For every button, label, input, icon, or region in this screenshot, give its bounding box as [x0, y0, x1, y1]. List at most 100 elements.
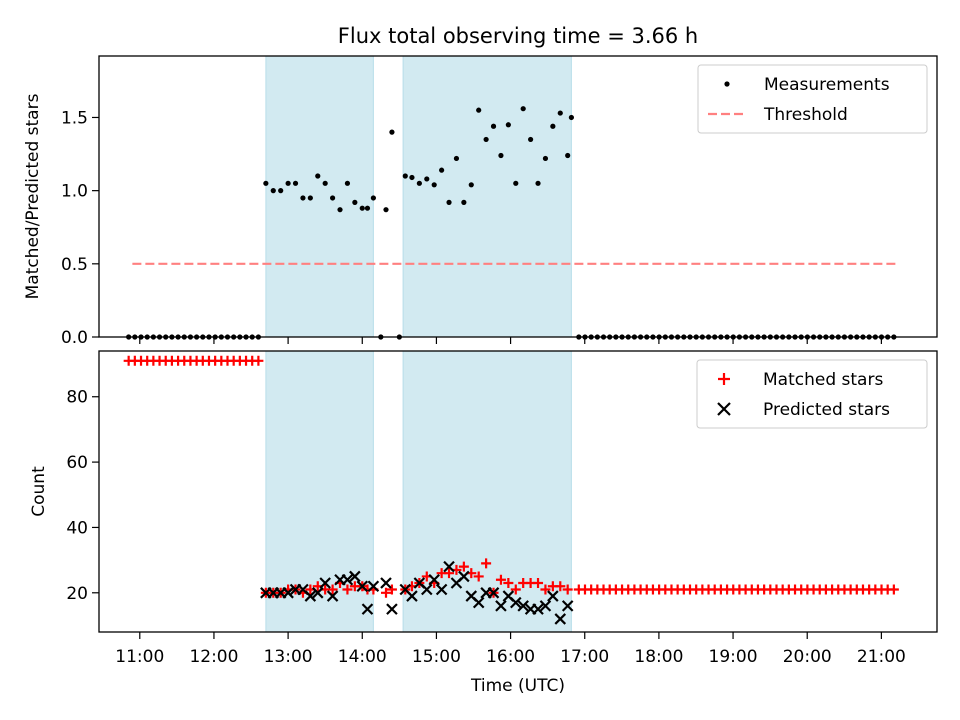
measurement-point [292, 180, 299, 186]
predicted-star-marker [532, 603, 544, 615]
measurement-point [330, 195, 336, 201]
top-axes-frame [98, 55, 938, 338]
legend-predicted-swatch [717, 402, 731, 416]
measurement-point [431, 182, 437, 188]
measurement-point [505, 122, 511, 128]
predicted-star-marker [495, 600, 507, 612]
matched-star-marker [555, 581, 566, 592]
measurement-point [337, 207, 343, 213]
predicted-star-marker [421, 583, 433, 596]
chart-title: Flux total observing time = 3.66 h [338, 24, 698, 48]
bottom-y-tick-label: 20 [66, 584, 88, 604]
predicted-star-marker [341, 573, 354, 586]
x-axis-label: Time (UTC) [470, 676, 565, 696]
predicted-star-marker [443, 560, 455, 573]
measurement-point [568, 114, 574, 121]
x-tick-label: 19:00 [709, 647, 758, 667]
measurement-point [453, 155, 460, 162]
predicted-star-marker [367, 580, 380, 593]
predicted-star-marker [311, 587, 324, 599]
measurement-point [542, 155, 549, 162]
bottom-legend-label: Matched stars [763, 370, 883, 390]
measurement-point [535, 180, 541, 186]
measurement-point [352, 199, 358, 205]
predicted-star-marker [509, 596, 522, 609]
matched-star-marker [510, 584, 521, 595]
x-tick-label: 14:00 [338, 647, 387, 667]
bottom-y-tick-label: 60 [66, 453, 88, 473]
matched-star-marker [473, 571, 484, 582]
measurement-point [476, 107, 482, 113]
measurement-point [402, 173, 408, 179]
top-legend-label: Measurements [764, 75, 890, 95]
top-panel: 0.0 0.5 1.0 1.5 Measurements Threshold [61, 55, 938, 348]
x-tick-label: 16:00 [486, 647, 535, 667]
predicted-star-marker [487, 587, 500, 599]
measurement-point [322, 180, 328, 186]
matched-star-marker [386, 584, 397, 595]
top-shaded-interval [265, 55, 374, 338]
x-tick-label: 15:00 [412, 647, 461, 667]
measurement-point [461, 199, 467, 205]
measurement-point [389, 129, 395, 135]
bottom-legend [696, 359, 928, 429]
measurement-point [359, 205, 365, 211]
predicted-star-marker [386, 603, 398, 615]
measurement-point [270, 188, 276, 194]
measurement-point [344, 180, 351, 186]
bottom-panel: 20 40 60 80 11:00 12:00 13:00 14:00 15:00 16:00 17… [66, 350, 938, 667]
matched-star-marker [342, 584, 353, 595]
measurement-point [439, 167, 445, 173]
bottom-y-axis-label: Count [29, 466, 49, 517]
top-y-tick-label: 1.0 [61, 182, 88, 202]
predicted-star-marker [356, 580, 369, 593]
measurement-point [520, 106, 526, 112]
top-y-tick-label: 1.5 [61, 108, 88, 128]
matched-star-marker [444, 568, 455, 579]
predicted-star-marker [326, 590, 339, 602]
measurement-point [416, 180, 422, 186]
measurement-point [307, 195, 313, 201]
measurement-point [498, 152, 504, 159]
predicted-star-marker [282, 587, 294, 599]
predicted-star-marker [547, 590, 559, 602]
x-tick-label: 11:00 [115, 647, 164, 667]
predicted-star-marker [428, 573, 440, 586]
top-legend-label: Threshold [763, 105, 848, 125]
measurement-point [383, 207, 389, 213]
measurement-point [409, 174, 415, 181]
measurement-point [483, 136, 489, 143]
measurement-point [565, 152, 571, 159]
x-tick-label: 17:00 [560, 647, 609, 667]
measurement-point [278, 188, 284, 194]
predicted-star-marker [361, 603, 374, 615]
measurement-point [263, 180, 269, 186]
top-y-axis-label: Matched/Predicted stars [23, 93, 43, 299]
top-shaded-interval [402, 55, 572, 338]
measurement-point [370, 195, 376, 201]
predicted-star-marker [435, 583, 448, 596]
measurement-point [550, 123, 556, 129]
predicted-star-marker [380, 577, 392, 589]
x-tick-label: 21:00 [857, 647, 906, 667]
x-tick-label: 12:00 [189, 647, 238, 667]
matched-star-marker [888, 584, 899, 595]
measurement-point [300, 195, 306, 201]
measurement-point [490, 123, 497, 129]
matched-star-marker [458, 561, 469, 572]
legend-matched-swatch [718, 373, 730, 385]
predicted-star-marker [319, 577, 331, 589]
x-tick-label: 20:00 [783, 647, 832, 667]
predicted-star-marker [349, 570, 361, 583]
matched-star-marker [533, 577, 544, 588]
bottom-legend-label: Predicted stars [763, 400, 890, 420]
top-y-tick-label: 0.0 [61, 328, 88, 348]
matched-star-marker [380, 587, 391, 598]
predicted-star-marker [472, 596, 485, 609]
measurement-point [285, 180, 291, 186]
x-tick-label: 18:00 [634, 647, 683, 667]
predicted-star-marker [458, 570, 470, 583]
matched-star-marker [503, 577, 514, 588]
measurement-point [468, 182, 474, 188]
